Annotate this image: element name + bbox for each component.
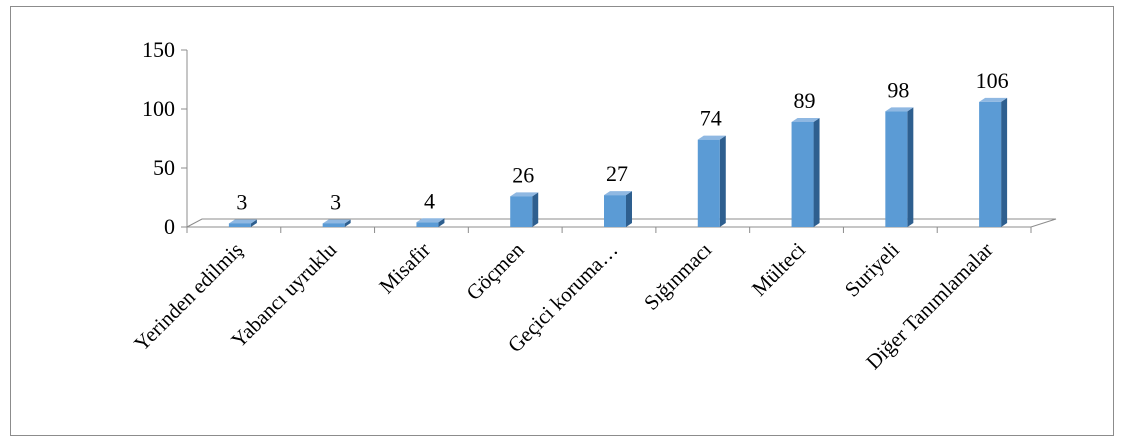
bar-chart: 0 50 100 150 3 3 4 26 27 74 89 98 106 Yerinden edil… bbox=[129, 37, 1057, 374]
data-label: 74 bbox=[700, 106, 722, 131]
chart-frame: 0 50 100 150 3 3 4 26 27 74 89 98 106 Yerinden edil… bbox=[10, 6, 1114, 436]
data-label: 26 bbox=[512, 162, 534, 187]
data-label: 106 bbox=[976, 68, 1009, 93]
x-category-label: Sığınmacı bbox=[639, 237, 716, 314]
x-category-label: Göçmen bbox=[461, 237, 529, 305]
x-category-label: Suriyeli bbox=[840, 237, 904, 301]
data-label: 4 bbox=[424, 188, 435, 213]
bar-3 bbox=[510, 192, 539, 227]
data-labels: 3 3 4 26 27 74 89 98 106 bbox=[236, 68, 1008, 215]
y-tick-label: 100 bbox=[142, 96, 175, 121]
bar-1 bbox=[322, 219, 351, 227]
y-tick-label: 150 bbox=[142, 37, 175, 62]
x-category-label: Misafir bbox=[374, 238, 435, 299]
y-tick-label: 50 bbox=[153, 155, 175, 180]
data-label: 3 bbox=[236, 189, 247, 214]
bar-7 bbox=[885, 107, 914, 227]
data-label: 27 bbox=[606, 161, 628, 186]
bar-0 bbox=[228, 219, 257, 227]
x-category-label: Mülteci bbox=[747, 237, 810, 300]
data-label: 98 bbox=[887, 77, 909, 102]
bar-2 bbox=[416, 218, 445, 227]
bar-8 bbox=[979, 97, 1008, 227]
bar-5 bbox=[697, 135, 726, 227]
bars bbox=[228, 97, 1008, 227]
bar-6 bbox=[791, 117, 820, 227]
data-label: 3 bbox=[330, 189, 341, 214]
y-tick-label: 0 bbox=[164, 214, 175, 239]
data-label: 89 bbox=[794, 88, 816, 113]
y-axis: 0 50 100 150 bbox=[142, 37, 1032, 239]
bar-4 bbox=[604, 191, 632, 227]
